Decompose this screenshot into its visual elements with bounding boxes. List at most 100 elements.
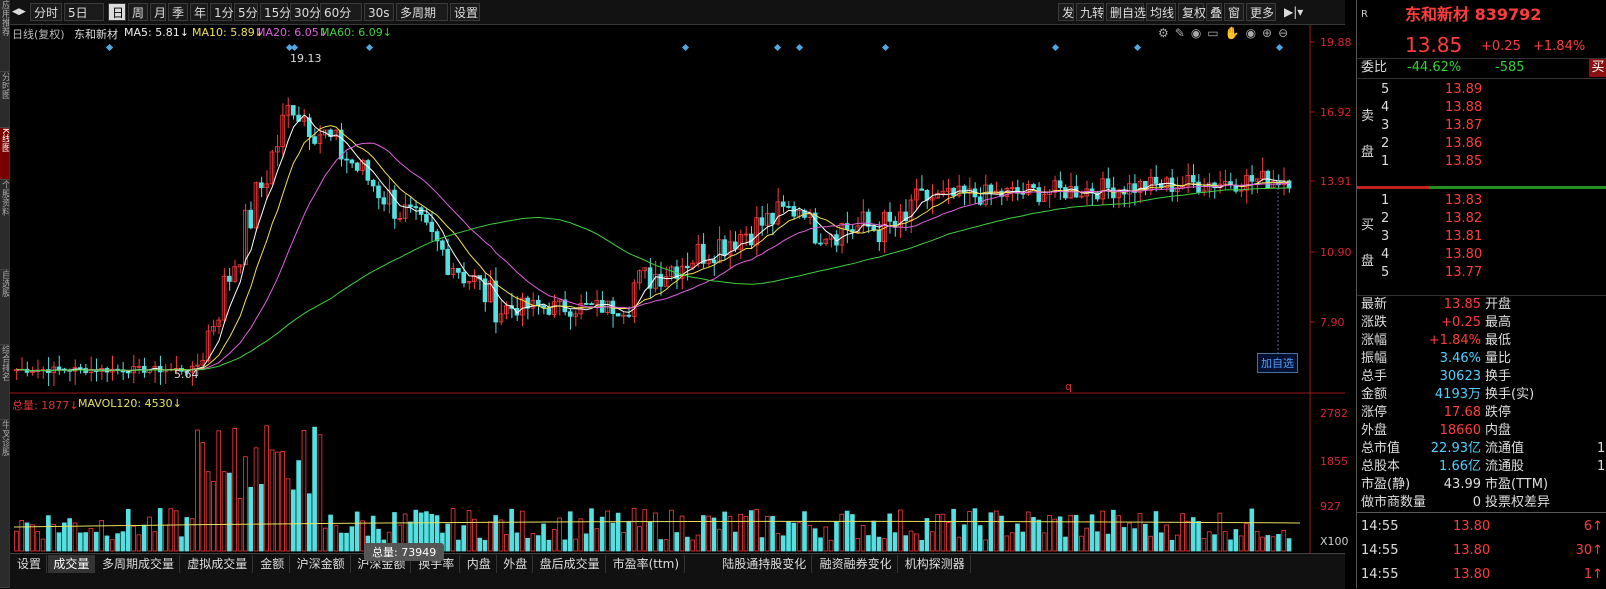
candle-body (392, 189, 397, 219)
period-tab[interactable]: 30s (364, 3, 394, 21)
period-tab[interactable]: 1分 (210, 3, 234, 21)
left-tab-label: 综合排名 (0, 345, 9, 381)
nav-arrow-icon[interactable]: ◀▶ (12, 7, 26, 17)
ask-row[interactable]: 3 13.87 (1357, 117, 1606, 135)
period-tab[interactable]: 设置 (450, 3, 480, 21)
period-tab[interactable]: 5分 (234, 3, 258, 21)
stat-label-right: 投票权差异 (1485, 495, 1551, 510)
period-tab[interactable]: 分时 (30, 3, 62, 21)
period-tab[interactable]: 年 (190, 3, 208, 21)
bid-row[interactable]: 5 13.77 (1357, 264, 1606, 282)
indicator-tab[interactable]: 融资融券变化 (815, 555, 898, 573)
volume-bar (328, 514, 333, 552)
period-tab[interactable]: 5日 (64, 3, 104, 21)
stat-label-right: 跌停 (1485, 405, 1512, 420)
candle-body (860, 211, 866, 227)
candle-body (557, 299, 562, 303)
chart-canvas[interactable] (10, 25, 1345, 553)
panel-toggle-icon[interactable]: ▶|▾ (1284, 5, 1304, 19)
volume-bar (1095, 531, 1100, 552)
period-tab[interactable]: 15分 (260, 3, 291, 21)
left-tab[interactable]: 应用推荐 (0, 0, 9, 72)
stat-label: 总手 (1361, 369, 1388, 384)
stat-value: 3.46% (1439, 351, 1481, 366)
bid-row[interactable]: 2 13.82 (1357, 210, 1606, 228)
candle-body (903, 211, 909, 222)
volume-bar (764, 516, 770, 552)
volume-bar (14, 530, 19, 552)
add-favorite-button[interactable]: 加自选 (1257, 353, 1298, 373)
stat-label-right: 流通股 (1485, 459, 1525, 474)
candle-body (285, 105, 291, 116)
volume-bar (19, 520, 25, 552)
candle-body (211, 326, 216, 332)
left-tab[interactable]: 自选股 (0, 270, 9, 345)
indicator-tab[interactable]: 盘后成交量 (535, 555, 606, 573)
period-tab[interactable]: 季 (168, 3, 188, 21)
indicator-tab[interactable]: 市盈率(ttm) (608, 555, 686, 573)
indicator-tab[interactable]: 沪深金额 (292, 555, 351, 573)
candle-body (429, 221, 435, 233)
volume-bar (1121, 527, 1127, 552)
indicator-tab[interactable]: 机构探测器 (900, 555, 971, 573)
period-tab[interactable]: 周 (128, 3, 148, 21)
toolbar-right-button[interactable]: 复权 (1178, 3, 1206, 21)
ask-row[interactable]: 4 13.88 (1357, 99, 1606, 117)
left-tab[interactable]: 分时图 (0, 72, 9, 128)
kline-chart[interactable]: 日线(复权) 东和新材 MA5: 5.81↓ MA10: 5.89↓ MA20:… (10, 25, 1352, 553)
toolbar-right-button[interactable]: 叠 (1206, 3, 1222, 21)
toolbar-right-button[interactable]: 更多 (1246, 3, 1276, 21)
bid-bar (1429, 186, 1606, 189)
period-tab[interactable]: 月 (150, 3, 166, 21)
indicator-tab[interactable]: 内盘 (462, 555, 497, 573)
ask-row[interactable]: 2 13.86 (1357, 135, 1606, 153)
candle-body (221, 275, 227, 321)
volume-bar (1265, 535, 1271, 552)
period-tab[interactable]: 日 (108, 3, 126, 21)
bid-row[interactable]: 4 13.80 (1357, 246, 1606, 264)
candle-body (30, 371, 35, 373)
bid-row[interactable]: 1 13.83 (1357, 192, 1606, 210)
stat-value: +0.25 (1441, 315, 1481, 330)
mavol-line (13, 520, 1301, 528)
indicator-tab[interactable]: 设置 (12, 555, 48, 573)
ma-line (16, 114, 1290, 372)
ma10-label: MA10: 5.89↓ (192, 26, 264, 39)
indicator-tab[interactable]: 成交量 (48, 555, 96, 573)
indicator-tab[interactable]: 金额 (255, 555, 291, 573)
period-tab[interactable]: 60分 (320, 3, 362, 21)
buy-button[interactable]: 买 (1589, 59, 1606, 77)
chart-tool-icons[interactable]: ⚙✎◉▭✋◉⊕⊖ (1158, 26, 1295, 40)
candle-body (695, 243, 701, 264)
left-tab[interactable]: 综合排名 (0, 345, 9, 420)
volume-bar (551, 529, 557, 552)
total-volume-label: 总量: 1877↓ (12, 399, 79, 412)
candle-body (1095, 192, 1100, 200)
bid-row[interactable]: 3 13.81 (1357, 228, 1606, 246)
left-tab[interactable]: 牛叉诊股 (0, 420, 9, 588)
ask-row[interactable]: 5 13.89 (1357, 81, 1606, 99)
left-tab[interactable]: 个股资料 (0, 180, 9, 270)
period-tab[interactable]: 多周期 (396, 3, 448, 21)
left-tab[interactable]: K线图 (0, 128, 9, 180)
toolbar-right-button[interactable]: 九转 (1076, 3, 1104, 21)
period-tab[interactable]: 30分 (290, 3, 321, 21)
volume-bar (999, 515, 1004, 552)
volume-bar (179, 536, 184, 552)
indicator-tab[interactable]: 陆股通持股变化 (717, 555, 813, 573)
volume-tick: 2782 (1320, 407, 1348, 420)
candle-body (349, 159, 355, 164)
toolbar-right-button[interactable]: 删自选 (1106, 3, 1146, 21)
indicator-tab[interactable]: 多周期成交量 (97, 555, 181, 573)
toolbar-right-button[interactable]: 窗 (1224, 3, 1244, 21)
volume-bar (807, 525, 813, 552)
ask-row[interactable]: 1 13.85 (1357, 153, 1606, 171)
toolbar-right-button[interactable]: 均线 (1146, 3, 1176, 21)
volume-bar (1281, 530, 1287, 552)
toolbar-right-button[interactable]: 发 (1058, 3, 1074, 21)
indicator-tab[interactable]: 虚拟成交量 (182, 555, 254, 573)
indicator-tab[interactable]: 外盘 (498, 555, 534, 573)
volume-bar (1169, 539, 1175, 552)
volume-bar (770, 516, 775, 552)
volume-bar (967, 511, 972, 552)
